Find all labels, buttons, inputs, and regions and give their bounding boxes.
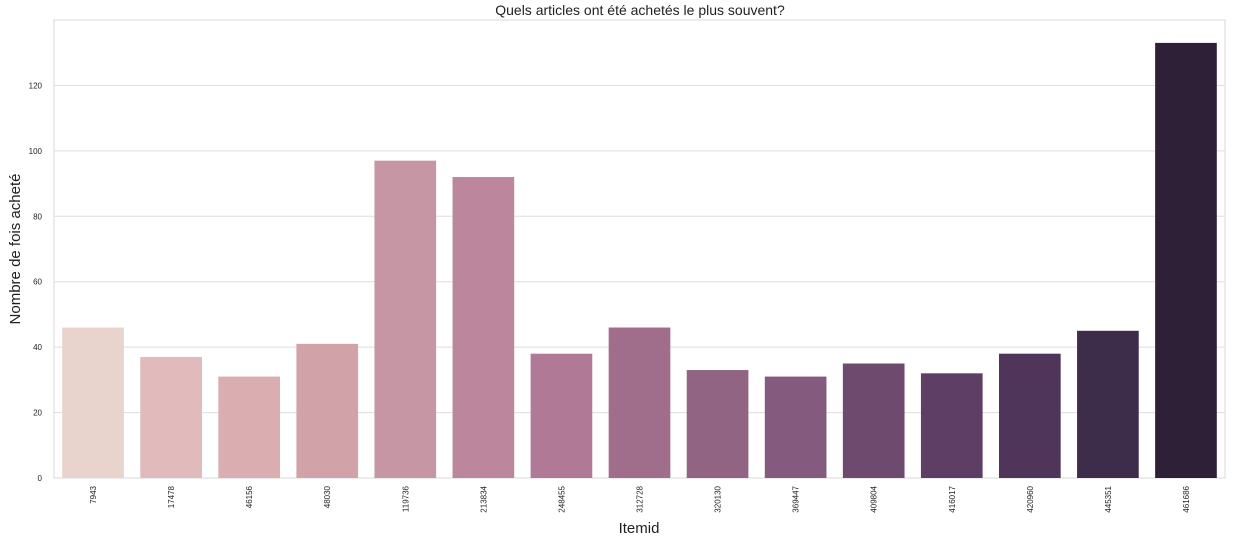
bar-416017 xyxy=(920,373,983,478)
x-tick-label: 46156 xyxy=(245,485,254,508)
bar-46156 xyxy=(218,376,281,478)
x-tick-label: 7943 xyxy=(89,485,98,503)
bar-7943 xyxy=(62,327,124,478)
x-tick-label: 445351 xyxy=(1104,485,1113,512)
y-tick-labels: 0 20 40 60 80 100 120 xyxy=(29,81,43,483)
bar-320130 xyxy=(686,370,749,478)
x-tick-label: 312728 xyxy=(636,485,645,512)
x-tick-label: 119736 xyxy=(401,485,410,512)
x-tick-label: 420960 xyxy=(1026,485,1035,512)
bar-409804 xyxy=(842,363,905,478)
y-tick-label: 80 xyxy=(33,212,42,221)
y-tick-label: 40 xyxy=(33,343,42,352)
y-tick-label: 20 xyxy=(33,409,42,418)
x-tick-label: 248455 xyxy=(557,485,566,512)
bar-312728 xyxy=(608,327,671,478)
bar-248455 xyxy=(530,353,593,478)
bar-461686 xyxy=(1155,42,1217,479)
y-tick-label: 100 xyxy=(29,147,43,156)
bar-420960 xyxy=(998,353,1061,478)
x-tick-label: 213834 xyxy=(479,485,488,512)
x-tick-label: 416017 xyxy=(948,485,957,512)
bars xyxy=(62,42,1217,479)
y-tick-label: 60 xyxy=(33,278,42,287)
x-tick-label: 48030 xyxy=(323,485,332,508)
y-tick-label: 120 xyxy=(29,81,43,90)
chart-title: Quels articles ont été achetés le plus s… xyxy=(495,2,785,18)
x-tick-label: 461686 xyxy=(1182,485,1191,512)
y-axis-label: Nombre de fois acheté xyxy=(7,174,24,325)
x-tick-label: 369447 xyxy=(792,485,801,512)
x-tick-labels: 7943 17478 46156 48030 119736 213834 248455 312… xyxy=(89,485,1191,512)
x-axis-label: Itemid xyxy=(619,520,660,537)
bar-119736 xyxy=(374,160,437,478)
bar-445351 xyxy=(1077,330,1139,478)
bar-369447 xyxy=(764,376,827,478)
bar-17478 xyxy=(140,356,202,478)
x-tick-label: 320130 xyxy=(714,485,723,512)
bar-213834 xyxy=(452,177,515,478)
bar-48030 xyxy=(296,343,359,478)
x-tick-label: 17478 xyxy=(167,485,176,508)
x-tick-label: 409804 xyxy=(870,485,879,512)
y-tick-label: 0 xyxy=(38,474,43,483)
